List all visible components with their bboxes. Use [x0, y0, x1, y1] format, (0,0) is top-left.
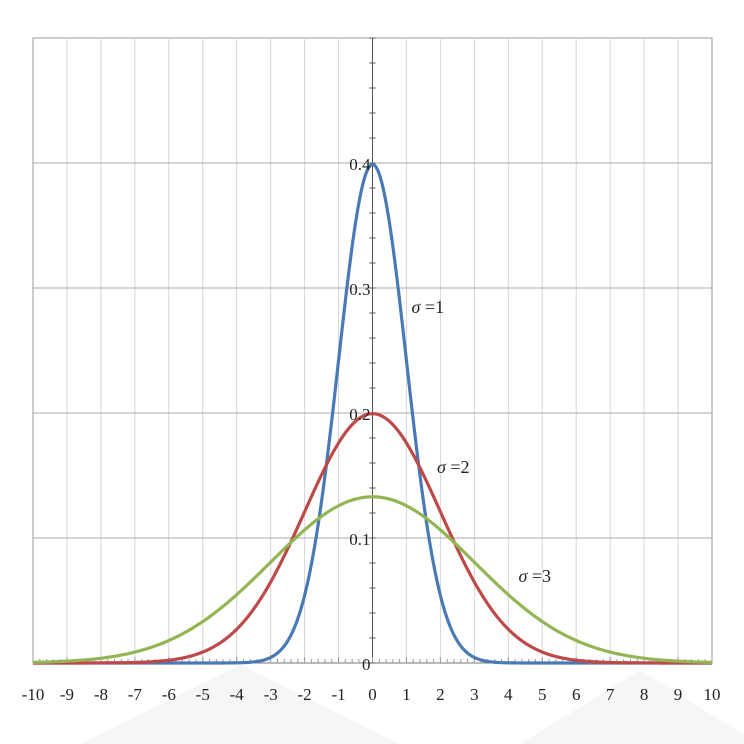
x-tick-label: -8 — [94, 685, 108, 704]
x-tick-label: 5 — [538, 685, 547, 704]
sigma-value: =2 — [446, 457, 470, 477]
y-tick-label: 0.3 — [349, 280, 370, 299]
sigma-symbol: σ — [437, 457, 447, 477]
x-tick-label: 8 — [640, 685, 649, 704]
sigma-symbol: σ — [412, 297, 422, 317]
y-tick-label: 0.1 — [349, 530, 370, 549]
x-tick-label: 2 — [436, 685, 445, 704]
series-group — [32, 162, 713, 665]
x-tick-label: 0 — [368, 685, 377, 704]
x-tick-label: 4 — [504, 685, 513, 704]
sigma-label: σ =3 — [518, 566, 551, 586]
series-line-sigma-2 — [33, 412, 712, 665]
sigma-symbol: σ — [518, 566, 528, 586]
series-line-sigma-3 — [32, 495, 713, 664]
x-tick-label: -4 — [230, 685, 245, 704]
x-tick-label: -6 — [162, 685, 176, 704]
x-tick-label: 1 — [402, 685, 411, 704]
x-tick-label: -2 — [298, 685, 312, 704]
tick-labels: -10 -9 -8 -7 -6 -5 -4 -3 -2 -1 0 1 2 3 4 5 6 7 8 9 1000.10.2… — [22, 155, 721, 704]
x-tick-label: -3 — [264, 685, 278, 704]
sigma-label: σ =2 — [437, 457, 470, 477]
x-tick-label: -1 — [331, 685, 345, 704]
watermark-shape — [520, 670, 744, 744]
x-tick-label: 7 — [606, 685, 615, 704]
background-watermark — [80, 665, 744, 744]
x-tick-label: 10 — [704, 685, 721, 704]
watermark-shape — [80, 665, 400, 744]
y-tick-label: 0 — [362, 655, 371, 674]
sigma-value: =3 — [527, 566, 551, 586]
y-tick-label: 0.2 — [349, 405, 370, 424]
x-tick-label: 3 — [470, 685, 479, 704]
x-tick-label: -10 — [22, 685, 45, 704]
x-tick-label: 9 — [674, 685, 683, 704]
x-tick-label: -5 — [196, 685, 210, 704]
annotations: σ =1σ =2σ =3 — [412, 297, 551, 586]
x-tick-label: -9 — [60, 685, 74, 704]
x-tick-label: -7 — [128, 685, 143, 704]
sigma-label: σ =1 — [412, 297, 445, 317]
x-tick-label: 6 — [572, 685, 581, 704]
sigma-value: =1 — [420, 297, 444, 317]
y-tick-label: 0.4 — [349, 155, 371, 174]
